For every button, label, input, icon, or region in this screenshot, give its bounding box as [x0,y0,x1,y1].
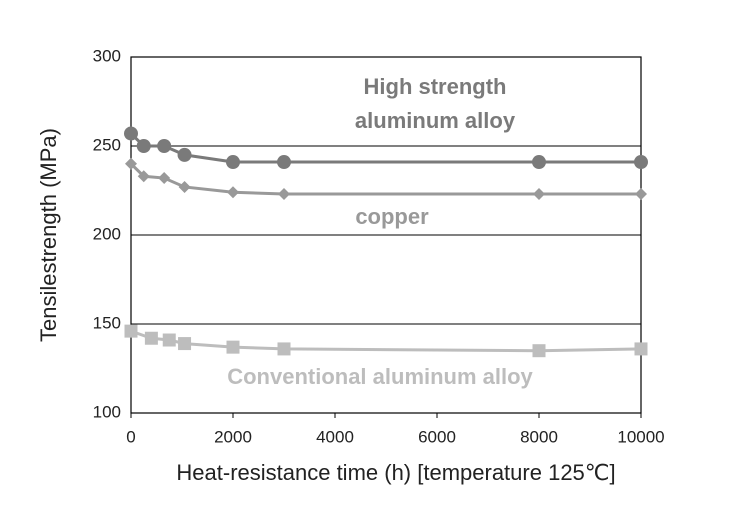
marker [178,180,191,193]
y-tick-label: 300 [93,46,121,65]
marker [278,188,290,201]
marker [634,342,648,356]
marker [125,157,137,170]
marker [226,155,240,170]
y-tick-label: 150 [93,313,121,332]
x-tick-label: 6000 [418,427,456,446]
marker [124,324,138,338]
x-tick-label: 2000 [214,427,252,446]
marker [635,188,647,201]
marker [178,337,192,351]
marker [177,147,192,162]
series-label: Conventional aluminum alloy [227,364,533,389]
series-line [129,162,641,196]
marker [158,172,171,185]
series-line [129,132,641,164]
marker [227,186,239,199]
marker [634,155,648,170]
marker [137,170,150,183]
marker [277,155,291,170]
marker [157,139,172,153]
y-tick-label: 200 [93,224,121,243]
x-tick-label: 0 [126,427,135,446]
y-tick-label: 100 [93,402,121,421]
x-tick-label: 4000 [316,427,354,446]
y-axis-title: Tensilestrength (MPa) [36,128,61,342]
series-label: High strength aluminum alloy [355,74,516,133]
marker [532,155,546,170]
x-tick-label: 8000 [520,427,558,446]
marker [144,331,158,345]
x-tick-label: 10000 [617,427,664,446]
marker [124,126,138,141]
marker [162,333,176,347]
series-label: copper [355,204,429,229]
x-axis-title: Heat-resistance time (h) [temperature 12… [176,460,615,485]
y-tick-label: 250 [93,135,121,154]
marker [277,342,291,356]
marker [226,340,240,354]
marker [533,188,545,201]
series-line [130,329,642,353]
marker [532,344,546,358]
marker [136,139,151,153]
